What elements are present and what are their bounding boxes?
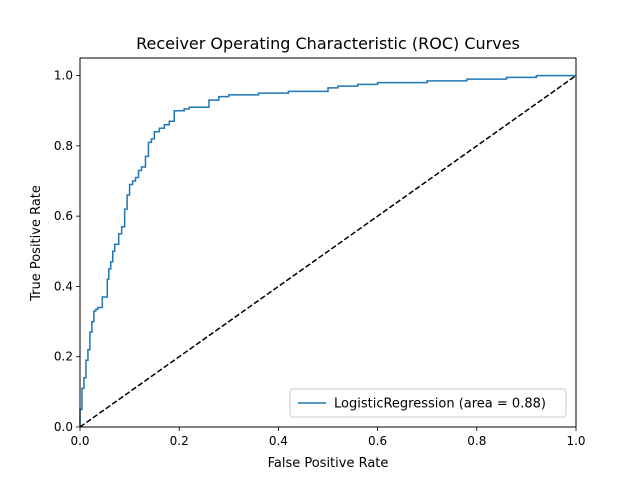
x-axis: 0.0 0.2 0.4 0.6 0.8 1.0: [70, 427, 586, 448]
y-axis-label: True Positive Rate: [29, 185, 44, 302]
y-axis: 0.0 0.2 0.4 0.6 0.8 1.0: [54, 69, 80, 434]
y-tick-label: 0.8: [54, 139, 73, 153]
x-tick-label: 0.6: [368, 434, 387, 448]
chance-diagonal-line: [79, 74, 577, 428]
legend-box: [289, 388, 567, 418]
x-tick-label: 1.0: [566, 434, 585, 448]
legend: LogisticRegression (area = 0.88): [289, 388, 567, 418]
y-tick-label: 1.0: [54, 69, 73, 83]
legend-label: LogisticRegression (area = 0.88): [334, 397, 546, 412]
y-tick-label: 0.4: [54, 279, 73, 293]
x-tick-label: 0.8: [467, 434, 486, 448]
x-tick-label: 0.4: [269, 434, 288, 448]
plot-area: [79, 74, 577, 428]
x-axis-label: False Positive Rate: [268, 456, 389, 471]
plot-frame: [79, 57, 577, 428]
x-tick-label: 0.0: [70, 434, 89, 448]
y-tick-label: 0.6: [54, 209, 73, 223]
roc-curve-line: [79, 74, 576, 427]
chart-title: Receiver Operating Characteristic (ROC) …: [136, 34, 520, 53]
y-tick-label: 0.0: [54, 420, 73, 434]
x-tick-label: 0.2: [170, 434, 189, 448]
y-tick-label: 0.2: [54, 350, 73, 364]
